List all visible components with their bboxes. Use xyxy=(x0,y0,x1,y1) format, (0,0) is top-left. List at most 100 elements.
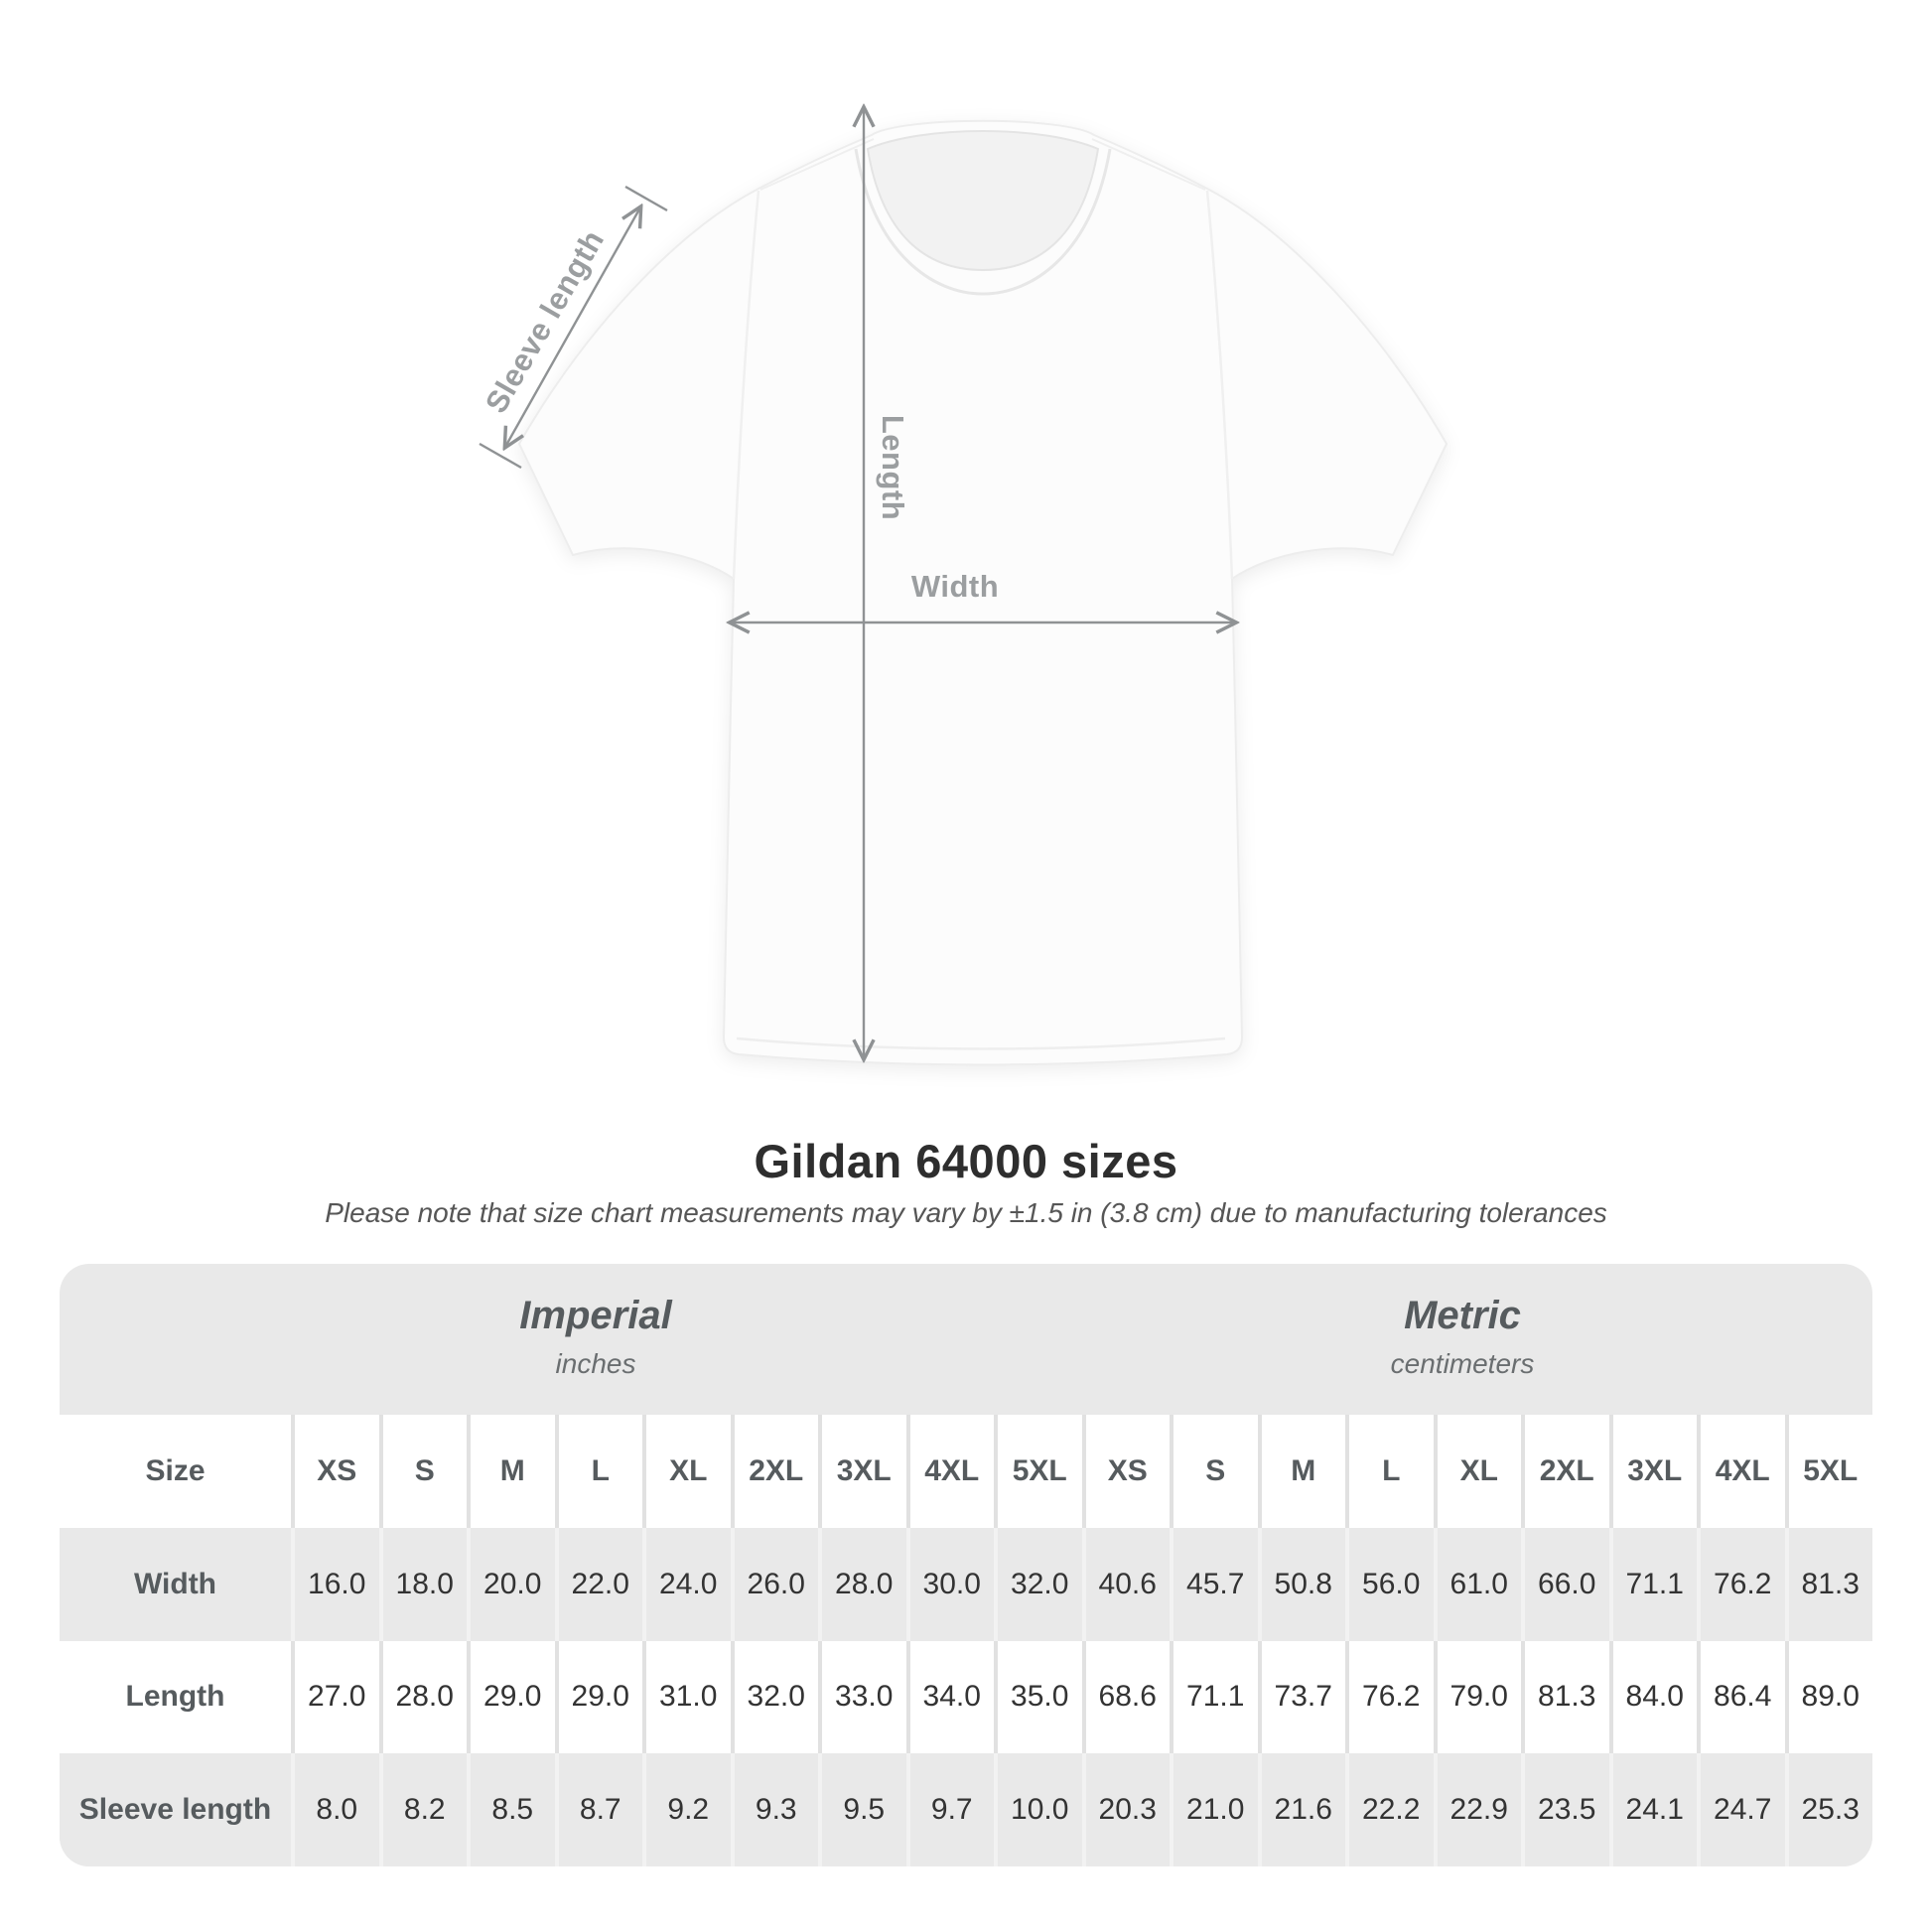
table-cell: 31.0 xyxy=(642,1640,731,1754)
sleeve-dimension-tick-top xyxy=(624,185,668,212)
table-cell: 68.6 xyxy=(1081,1640,1170,1754)
size-col-header: Size xyxy=(60,1415,291,1528)
table-cell: 76.2 xyxy=(1345,1640,1434,1754)
table-cell: 8.2 xyxy=(378,1753,467,1866)
row-label: Sleeve length xyxy=(60,1753,291,1866)
tshirt-body xyxy=(517,119,1449,1066)
table-cell: 8.0 xyxy=(291,1753,379,1866)
metric-group-unit: centimeters xyxy=(1390,1348,1535,1379)
table-cell: 71.1 xyxy=(1608,1527,1697,1641)
table-row: Sleeve length 8.0 8.2 8.5 8.7 9.2 9.3 9.5 9.7 10.… xyxy=(60,1753,1872,1866)
size-header: 2XL xyxy=(730,1415,818,1528)
table-cell: 61.0 xyxy=(1433,1527,1521,1641)
table-cell: 22.2 xyxy=(1345,1753,1434,1866)
table-cell: 20.0 xyxy=(467,1527,555,1641)
table-cell: 28.0 xyxy=(818,1527,906,1641)
tshirt-illustration xyxy=(517,119,1449,1066)
metric-group-title: Metric xyxy=(1404,1294,1521,1337)
table-cell: 18.0 xyxy=(378,1527,467,1641)
table-cell: 50.8 xyxy=(1257,1527,1345,1641)
size-header: 4XL xyxy=(1697,1415,1785,1528)
table-cell: 10.0 xyxy=(994,1753,1082,1866)
table-cell: 29.0 xyxy=(467,1640,555,1754)
table-cell: 24.7 xyxy=(1697,1753,1785,1866)
table-cell: 29.0 xyxy=(554,1640,642,1754)
size-header: 4XL xyxy=(905,1415,994,1528)
table-cell: 28.0 xyxy=(378,1640,467,1754)
row-label: Length xyxy=(60,1640,291,1754)
table-cell: 33.0 xyxy=(818,1640,906,1754)
table-cell: 79.0 xyxy=(1433,1640,1521,1754)
table-cell: 84.0 xyxy=(1608,1640,1697,1754)
size-header: 5XL xyxy=(1784,1415,1872,1528)
table-cell: 27.0 xyxy=(291,1640,379,1754)
sleeve-dimension-tick-bottom xyxy=(479,442,522,470)
size-header: M xyxy=(1257,1415,1345,1528)
table-cell: 81.3 xyxy=(1521,1640,1609,1754)
table-cell: 16.0 xyxy=(291,1527,379,1641)
table-cell: 22.0 xyxy=(554,1527,642,1641)
table-cell: 23.5 xyxy=(1521,1753,1609,1866)
length-label: Length xyxy=(876,414,910,521)
table-cell: 45.7 xyxy=(1170,1527,1258,1641)
table-cell: 66.0 xyxy=(1521,1527,1609,1641)
size-header: 3XL xyxy=(818,1415,906,1528)
sleeve-dimension-line xyxy=(505,207,640,447)
table-cell: 25.3 xyxy=(1784,1753,1872,1866)
table-cell: 32.0 xyxy=(994,1527,1082,1641)
tshirt-diagram xyxy=(479,0,1449,1066)
unit-group-band: Imperial inches Metric centimeters xyxy=(60,1264,1872,1415)
size-header: 5XL xyxy=(994,1415,1082,1528)
metric-group-header: Metric centimeters xyxy=(1391,1292,1535,1381)
table-cell: 35.0 xyxy=(994,1640,1082,1754)
table-cell: 34.0 xyxy=(905,1640,994,1754)
table-cell: 76.2 xyxy=(1697,1527,1785,1641)
tshirt-collar xyxy=(866,130,1100,272)
hem-stitch xyxy=(736,1036,1226,1050)
table-cell: 8.5 xyxy=(467,1753,555,1866)
imperial-group-unit: inches xyxy=(555,1348,636,1379)
table-cell: 81.3 xyxy=(1784,1527,1872,1641)
size-table-card: Imperial inches Metric centimeters Size X… xyxy=(60,1264,1872,1866)
table-cell: 24.1 xyxy=(1608,1753,1697,1866)
table-cell: 86.4 xyxy=(1697,1640,1785,1754)
size-header: XL xyxy=(642,1415,731,1528)
armhole-seam-right xyxy=(1205,190,1234,580)
table-row: Width 16.0 18.0 20.0 22.0 24.0 26.0 28.0 30.0 32.… xyxy=(60,1527,1872,1641)
table-cell: 20.3 xyxy=(1081,1753,1170,1866)
size-table: Size XS S M L XL 2XL 3XL 4XL 5XL XS S M L XL 2XL 3XL 4XL 5… xyxy=(60,1415,1872,1866)
dimension-lines xyxy=(479,108,1235,1058)
size-header: XS xyxy=(1081,1415,1170,1528)
size-header: L xyxy=(1345,1415,1434,1528)
size-header: 2XL xyxy=(1521,1415,1609,1528)
table-cell: 73.7 xyxy=(1257,1640,1345,1754)
armhole-seam-left xyxy=(732,190,760,580)
table-header-row: Size XS S M L XL 2XL 3XL 4XL 5XL XS S M L XL 2XL 3XL 4XL 5… xyxy=(60,1415,1872,1528)
size-header: S xyxy=(378,1415,467,1528)
page-title: Gildan 64000 sizes xyxy=(754,1135,1178,1187)
imperial-group-title: Imperial xyxy=(519,1294,672,1337)
table-cell: 89.0 xyxy=(1784,1640,1872,1754)
shoulder-seam-right xyxy=(1091,138,1206,191)
table-cell: 21.0 xyxy=(1170,1753,1258,1866)
table-cell: 71.1 xyxy=(1170,1640,1258,1754)
width-label: Width xyxy=(910,569,1000,604)
table-cell: 24.0 xyxy=(642,1527,731,1641)
size-header: S xyxy=(1170,1415,1258,1528)
table-cell: 9.3 xyxy=(730,1753,818,1866)
row-label: Width xyxy=(60,1527,291,1641)
imperial-group-header: Imperial inches xyxy=(519,1292,671,1381)
size-header: L xyxy=(554,1415,642,1528)
table-cell: 32.0 xyxy=(730,1640,818,1754)
table-row: Length 27.0 28.0 29.0 29.0 31.0 32.0 33.0 34.0 35… xyxy=(60,1640,1872,1754)
table-cell: 40.6 xyxy=(1081,1527,1170,1641)
table-cell: 26.0 xyxy=(730,1527,818,1641)
page-subtitle: Please note that size chart measurements… xyxy=(325,1197,1607,1228)
table-cell: 56.0 xyxy=(1345,1527,1434,1641)
size-header: 3XL xyxy=(1608,1415,1697,1528)
table-cell: 8.7 xyxy=(554,1753,642,1866)
table-cell: 30.0 xyxy=(905,1527,994,1641)
table-cell: 9.7 xyxy=(905,1753,994,1866)
table-cell: 22.9 xyxy=(1433,1753,1521,1866)
